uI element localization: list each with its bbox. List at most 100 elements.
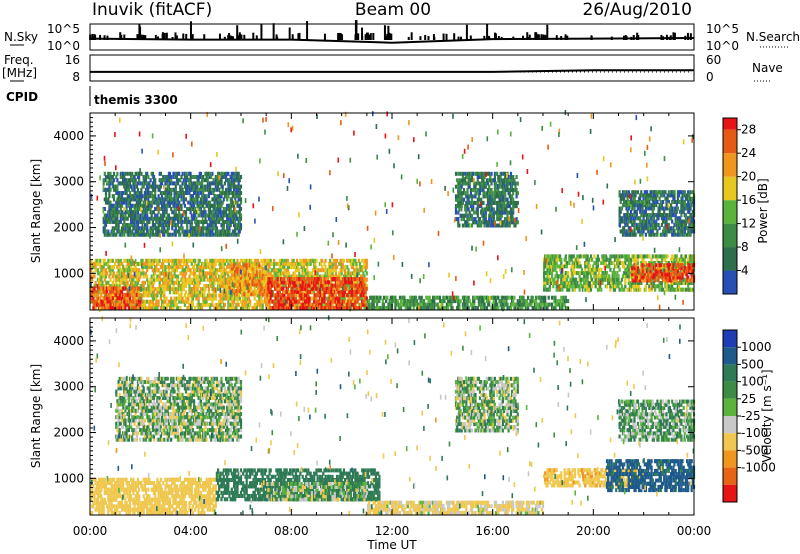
heatmap-cell [131, 213, 134, 218]
heatmap-cell [241, 279, 244, 284]
heatmap-cell [608, 274, 611, 279]
heatmap-cell [583, 254, 586, 259]
heatmap-cell [270, 290, 273, 294]
heatmap-cell [130, 194, 133, 199]
heatmap-cell [210, 268, 213, 273]
heatmap-cell [217, 287, 220, 292]
heatmap-cell [227, 299, 230, 304]
heatmap-cell [234, 306, 237, 310]
heatmap-cell [589, 254, 593, 259]
heatmap-cell [599, 284, 602, 289]
heatmap-cell [267, 286, 270, 291]
heatmap-cell [636, 269, 639, 274]
heatmap-cell [449, 295, 452, 300]
heatmap-cell [140, 284, 143, 288]
heatmap-cell [275, 286, 278, 291]
heatmap-cell [102, 271, 105, 276]
heatmap-cell [511, 295, 514, 300]
heatmap-cell [122, 223, 125, 228]
heatmap-cell [144, 258, 148, 263]
heatmap-cell [303, 268, 307, 273]
heatmap-cell [414, 295, 418, 300]
heatmap-cell [189, 268, 192, 273]
heatmap-cell [125, 265, 128, 270]
heatmap-cell [148, 261, 151, 266]
heatmap-cell [361, 258, 364, 263]
heatmap-cell [246, 302, 249, 307]
heatmap-cell [358, 268, 361, 273]
heatmap-cell [130, 197, 133, 202]
heatmap-cell [327, 284, 331, 288]
heatmap-cell [286, 290, 289, 295]
heatmap-cell [467, 295, 470, 300]
heatmap-cell [234, 273, 237, 277]
heatmap-cell [116, 284, 119, 288]
heatmap-cell [103, 223, 106, 228]
heatmap-cell [168, 280, 172, 285]
heatmap-cell [449, 299, 452, 304]
heatmap-cell [654, 278, 657, 283]
heatmap-cell [197, 306, 200, 310]
heatmap-cell [124, 268, 127, 273]
heatmap-cell [94, 306, 97, 310]
heatmap-cell [276, 280, 279, 285]
heatmap-cell [131, 187, 134, 192]
heatmap-cell [497, 306, 500, 310]
heatmap-cell [644, 284, 647, 289]
heatmap-cell [104, 197, 108, 202]
heatmap-cell [408, 306, 411, 310]
heatmap-cell [371, 306, 374, 310]
heatmap-cell [571, 284, 574, 289]
heatmap-cell [103, 258, 106, 263]
heatmap-cell [160, 284, 164, 288]
heatmap-cell [152, 268, 156, 273]
heatmap-cell [111, 258, 114, 263]
heatmap-cell [136, 203, 140, 208]
heatmap-cell [142, 299, 145, 304]
heatmap-cell [93, 302, 96, 307]
heatmap-cell [253, 296, 256, 301]
heatmap-cell [194, 306, 197, 310]
heatmap-cell [446, 306, 450, 310]
heatmap-cell [124, 178, 127, 183]
heatmap-cell [643, 266, 646, 271]
heatmap-cell [238, 273, 241, 277]
heatmap-cell [107, 197, 110, 202]
heatmap-cell [115, 207, 118, 211]
heatmap-cell [158, 274, 161, 279]
heatmap-cell [416, 302, 419, 307]
heatmap-cell [142, 306, 145, 310]
heatmap-cell [600, 267, 603, 272]
heatmap-cell [476, 295, 479, 300]
heatmap-cell [102, 216, 105, 221]
heatmap-cell [184, 284, 188, 288]
heatmap-cell [347, 274, 350, 279]
heatmap-cell [158, 290, 161, 295]
heatmap-cell [420, 299, 423, 304]
heatmap-cell [605, 264, 609, 269]
heatmap-cell [327, 296, 331, 301]
heatmap-cell [138, 299, 141, 304]
heatmap-cell [629, 281, 633, 285]
heatmap-cell [382, 295, 385, 300]
heatmap-cell [255, 299, 259, 304]
heatmap-cell [136, 187, 140, 192]
heatmap-cell [547, 254, 550, 259]
heatmap-cell [178, 280, 181, 285]
heatmap-cell [583, 271, 586, 275]
heatmap-cell [324, 283, 327, 288]
heatmap-cell [213, 277, 216, 282]
heatmap-cell [363, 277, 366, 282]
heatmap-cell [315, 296, 318, 301]
heatmap-cell [123, 200, 126, 205]
heatmap-cell [131, 286, 134, 291]
heatmap-cell [277, 271, 280, 276]
heatmap-cell [251, 282, 254, 287]
heatmap-cell [371, 295, 374, 300]
heatmap-cell [579, 271, 582, 275]
heatmap-cell [243, 285, 246, 290]
heatmap-cell [563, 302, 566, 307]
heatmap-cell [659, 263, 662, 268]
heatmap-cell [640, 261, 643, 265]
heatmap-cell [148, 265, 151, 270]
